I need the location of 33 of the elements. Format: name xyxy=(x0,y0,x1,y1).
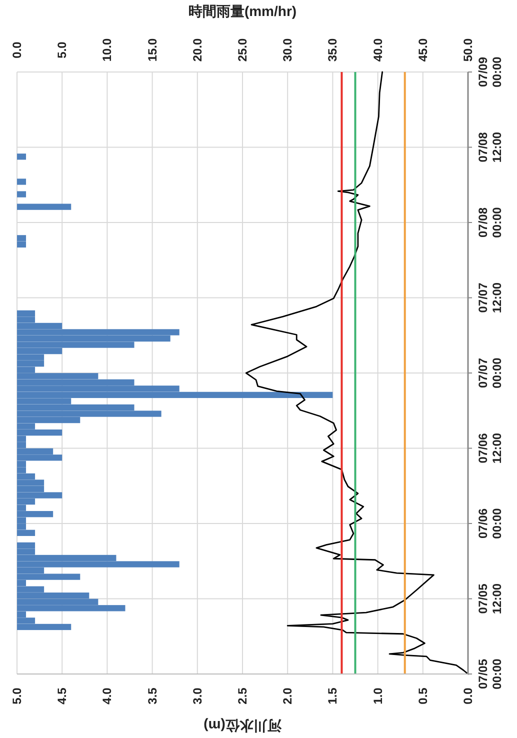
y-tick-label: 07/05 12:00 xyxy=(476,583,504,614)
x-tick-label: 4.0 xyxy=(100,687,114,704)
x-tick-label: 1.0 xyxy=(370,687,385,704)
x2-tick-label: 45.0 xyxy=(416,38,430,62)
x2-tick-label: 50.0 xyxy=(461,38,475,62)
y-tick-label: 07/07 00:00 xyxy=(476,357,504,388)
x-tick-label: 4.5 xyxy=(55,687,70,704)
x-tick-label: 0.5 xyxy=(416,687,430,704)
x2-tick-label: 40.0 xyxy=(370,38,385,62)
x2-tick-label: 10.0 xyxy=(100,38,114,62)
x2-tick-label: 20.0 xyxy=(190,38,204,62)
y-tick-label: 07/08 00:00 xyxy=(476,206,504,238)
y-tick-label: 07/07 12:00 xyxy=(476,282,504,314)
x2-tick-label: 5.0 xyxy=(55,41,70,58)
y-tick-label: 07/05 00:00 xyxy=(476,658,504,690)
y-tick-label: 07/06 12:00 xyxy=(476,432,504,464)
x2-tick-label: 15.0 xyxy=(145,38,160,62)
x-axis-title: 河川水位(m) xyxy=(204,718,282,734)
x-tick-label: 2.0 xyxy=(280,687,295,704)
y-tick-label: 07/06 00:00 xyxy=(476,508,504,539)
x-tick-label: 3.0 xyxy=(190,687,204,704)
x2-tick-label: 0.0 xyxy=(10,41,24,58)
y-tick-label: 07/08 12:00 xyxy=(476,132,504,163)
x-tick-label: 1.5 xyxy=(326,687,340,704)
x-tick-label: 3.5 xyxy=(145,687,160,704)
x-tick-label: 5.0 xyxy=(10,687,24,704)
x-tick-label: 2.5 xyxy=(236,687,250,704)
x2-axis-title: 時間雨量(mm/hr) xyxy=(188,3,297,19)
x2-tick-label: 25.0 xyxy=(236,38,250,62)
x2-tick-label: 30.0 xyxy=(280,38,295,62)
x2-tick-label: 35.0 xyxy=(326,38,340,62)
y-tick-label: 07/09 00:00 xyxy=(476,56,504,88)
x-tick-label: 0.0 xyxy=(461,687,475,704)
